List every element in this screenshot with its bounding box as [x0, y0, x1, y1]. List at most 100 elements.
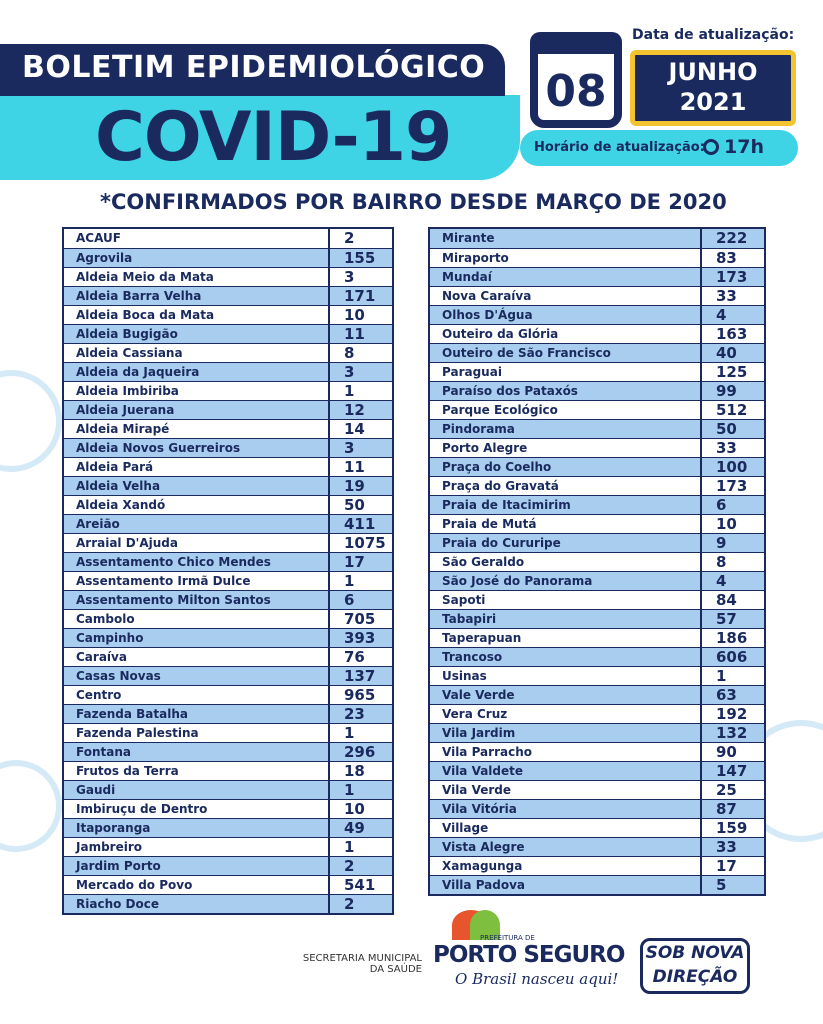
neighborhood: Frutos da Terra	[64, 762, 330, 780]
time-label: Horário de atualização:	[534, 140, 705, 155]
case-count: 10	[344, 800, 365, 818]
table-row: Xamagunga 17	[430, 856, 764, 875]
neighborhood: Assentamento Milton Santos	[64, 591, 330, 609]
table-row: Praça do Gravatá 173	[430, 476, 764, 495]
neighborhood: Usinas	[430, 667, 702, 685]
neighborhood: Jardim Porto	[64, 857, 330, 875]
table-row: Fazenda Palestina 1	[64, 723, 392, 742]
table-row: Riacho Doce 2	[64, 894, 392, 913]
neighborhood: Vila Parracho	[430, 743, 702, 761]
right-table: Mirante 222 Miraporto 83 Mundaí 173 Nova Caraí…	[428, 227, 766, 896]
table-row: Praia do Cururipe 9	[430, 533, 764, 552]
case-count: 10	[344, 306, 365, 324]
case-count: 4	[716, 306, 727, 324]
case-count: 186	[716, 629, 748, 647]
date-box	[630, 50, 796, 126]
table-row: Assentamento Irmã Dulce 1	[64, 571, 392, 590]
neighborhood: Vera Cruz	[430, 705, 702, 723]
case-count: 1	[344, 572, 355, 590]
table-row: Agrovila 155	[64, 248, 392, 267]
table-row: Imbiruçu de Dentro 10	[64, 799, 392, 818]
neighborhood: Aldeia da Jaqueira	[64, 363, 330, 381]
title-bar	[0, 44, 505, 96]
neighborhood: Campinho	[64, 629, 330, 647]
decoration	[0, 760, 62, 852]
case-count: 11	[344, 458, 365, 476]
table-row: Aldeia Imbiriba 1	[64, 381, 392, 400]
case-count: 1	[344, 838, 355, 856]
case-count: 10	[716, 515, 737, 533]
table-row: Olhos D'Água 4	[430, 305, 764, 324]
table-row: Vila Jardim 132	[430, 723, 764, 742]
case-count: 137	[344, 667, 376, 685]
case-count: 606	[716, 648, 748, 666]
neighborhood: Mercado do Povo	[64, 876, 330, 894]
time: 17h	[724, 136, 764, 158]
case-count: 1	[716, 667, 727, 685]
table-row: Aldeia da Jaqueira 3	[64, 362, 392, 381]
case-count: 19	[344, 477, 365, 495]
day: 08	[545, 66, 607, 117]
neighborhood: Village	[430, 819, 702, 837]
year: 2021	[679, 88, 747, 116]
case-count: 49	[344, 819, 365, 837]
case-count: 87	[716, 800, 737, 818]
table-row: Fazenda Batalha 23	[64, 704, 392, 723]
table-row: Aldeia Juerana 12	[64, 400, 392, 419]
table-row: Vista Alegre 33	[430, 837, 764, 856]
table-row: Parque Ecológico 512	[430, 400, 764, 419]
case-count: 3	[344, 268, 355, 286]
table-row: Outeiro de São Francisco 40	[430, 343, 764, 362]
case-count: 125	[716, 363, 748, 381]
neighborhood: Assentamento Chico Mendes	[64, 553, 330, 571]
neighborhood: São Geraldo	[430, 553, 702, 571]
case-count: 50	[344, 496, 365, 514]
case-count: 173	[716, 477, 748, 495]
table-row: Vila Verde 25	[430, 780, 764, 799]
table-row: ACAUF 2	[64, 229, 392, 248]
table-row: Assentamento Chico Mendes 17	[64, 552, 392, 571]
neighborhood: Aldeia Cassiana	[64, 344, 330, 362]
table-row: Usinas 1	[430, 666, 764, 685]
neighborhood: Aldeia Juerana	[64, 401, 330, 419]
case-count: 132	[716, 724, 748, 742]
subtitle: COVID-19	[95, 98, 452, 177]
neighborhood: Agrovila	[64, 249, 330, 267]
case-count: 2	[344, 895, 355, 913]
case-count: 50	[716, 420, 737, 438]
case-count: 393	[344, 629, 376, 647]
case-count: 411	[344, 515, 376, 533]
case-count: 83	[716, 249, 737, 267]
case-count: 84	[716, 591, 737, 609]
table-row: Village 159	[430, 818, 764, 837]
table-row: Aldeia Meio da Mata 3	[64, 267, 392, 286]
case-count: 23	[344, 705, 365, 723]
case-count: 8	[344, 344, 355, 362]
neighborhood: Centro	[64, 686, 330, 704]
table-row: Vila Valdete 147	[430, 761, 764, 780]
table-row: Casas Novas 137	[64, 666, 392, 685]
case-count: 163	[716, 325, 748, 343]
table-row: Aldeia Barra Velha 171	[64, 286, 392, 305]
table-row: Aldeia Novos Guerreiros 3	[64, 438, 392, 457]
neighborhood: Vista Alegre	[430, 838, 702, 856]
table-row: Praça do Coelho 100	[430, 457, 764, 476]
table-row: Aldeia Velha 19	[64, 476, 392, 495]
badge: SOB NOVA DIREÇÃO	[640, 938, 750, 994]
table-row: Taperapuan 186	[430, 628, 764, 647]
decoration	[0, 370, 62, 472]
neighborhood: Taperapuan	[430, 629, 702, 647]
neighborhood: Vila Verde	[430, 781, 702, 799]
neighborhood: Riacho Doce	[64, 895, 330, 913]
neighborhood: Caraíva	[64, 648, 330, 666]
neighborhood: Xamagunga	[430, 857, 702, 875]
table-row: Itaporanga 49	[64, 818, 392, 837]
city: PORTO SEGURO	[433, 942, 625, 968]
case-count: 1	[344, 781, 355, 799]
case-count: 4	[716, 572, 727, 590]
table-row: Vila Parracho 90	[430, 742, 764, 761]
case-count: 57	[716, 610, 737, 628]
case-count: 9	[716, 534, 727, 552]
neighborhood: Pindorama	[430, 420, 702, 438]
case-count: 100	[716, 458, 748, 476]
